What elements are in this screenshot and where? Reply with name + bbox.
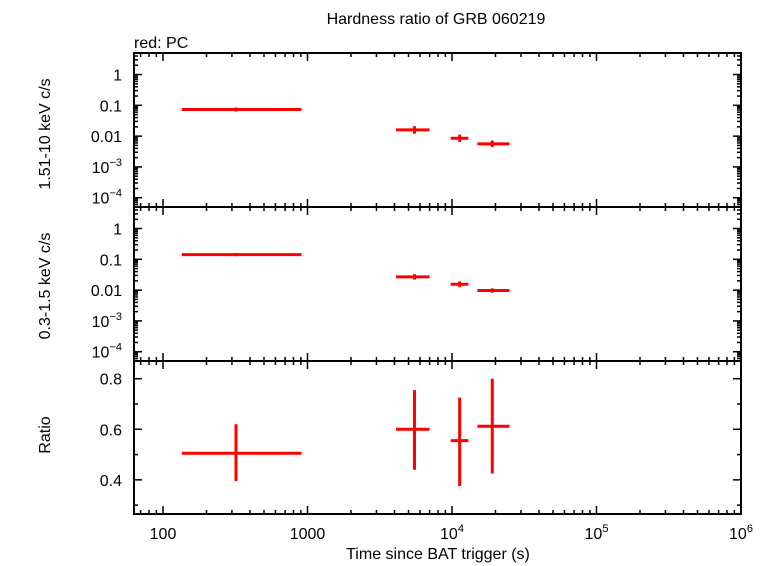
data-point-hard [181,107,302,112]
x-axis-label: Time since BAT trigger (s) [346,546,530,563]
y-tick-label-soft: 1 [113,222,122,239]
data-point-soft [396,274,430,280]
data-point-ratio [396,390,430,470]
y-tick-label-ratio: 0.4 [100,473,122,490]
y-label-soft: 0.3-1.5 keV c/s [37,233,54,340]
x-tick-label: 106 [729,523,753,543]
data-layer [181,107,510,487]
y-tick-label-soft: 10−3 [92,311,122,331]
y-tick-label-hard: 0.1 [100,98,122,115]
data-point-ratio [450,397,469,487]
data-point-hard [396,126,430,134]
axes-layer: 1 0.1 0.01 10−3 10−4 1 0.1 0.01 10−3 10−4 0.8 0.6 0.… [91,52,753,543]
x-tick-label: 100 [150,526,177,543]
legend-note: red: PC [134,35,188,52]
x-tick-label: 1000 [290,526,326,543]
y-label-hard: 1.51-10 keV c/s [37,78,54,189]
data-point-soft [181,253,302,257]
panel-frame-ratio [133,360,742,515]
x-tick-label: 104 [440,523,464,543]
y-tick-label-hard: 10−3 [92,157,122,177]
x-tick-label: 105 [585,523,609,543]
y-tick-label-hard: 1 [113,68,122,85]
y-tick-label-ratio: 0.8 [100,372,122,389]
panel-frame-hard [133,52,742,208]
y-tick-label-hard: 10−4 [92,188,122,208]
panel-frame-soft [133,206,742,362]
data-point-ratio [181,424,302,482]
data-point-soft [477,288,510,293]
y-tick-label-ratio: 0.6 [100,422,122,439]
y-label-ratio: Ratio [37,416,54,453]
data-point-hard [477,140,510,148]
data-point-hard [450,134,469,142]
data-point-soft [450,281,469,288]
y-tick-label-soft: 0.1 [100,252,122,269]
y-tick-label-soft: 0.01 [91,283,122,300]
y-tick-label-hard: 0.01 [91,129,122,146]
y-tick-label-soft: 10−4 [92,342,122,362]
chart-title: Hardness ratio of GRB 060219 [327,11,546,28]
data-point-ratio [477,378,510,474]
